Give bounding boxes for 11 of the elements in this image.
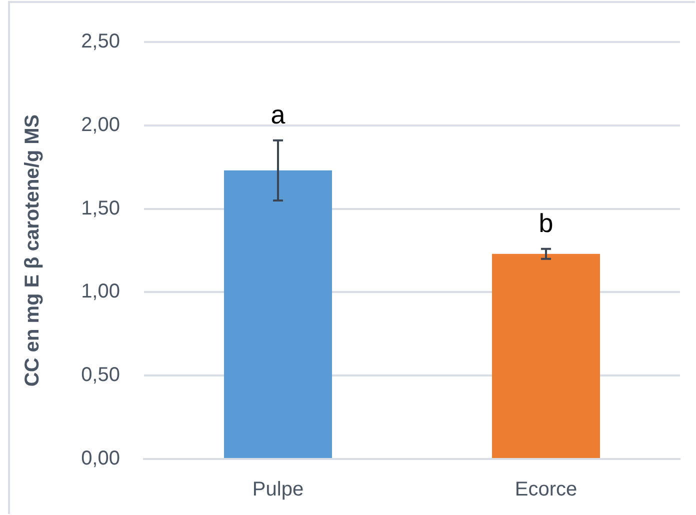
- y-axis-title: CC en mg E β carotene/g MS: [22, 114, 44, 387]
- y-tick-label: 1,50: [81, 197, 120, 220]
- y-tick-label: 1,00: [81, 280, 120, 303]
- x-tick-label: Pulpe: [252, 478, 304, 501]
- y-tick-label: 0,00: [81, 448, 120, 470]
- x-tick-label: Ecorce: [514, 478, 578, 501]
- annotation: a: [270, 100, 286, 130]
- y-tick-label: 2,00: [81, 114, 120, 136]
- annotation: b: [538, 208, 554, 238]
- y-tick-label: 0,50: [81, 364, 120, 386]
- y-tick-label: 2,50: [81, 30, 120, 53]
